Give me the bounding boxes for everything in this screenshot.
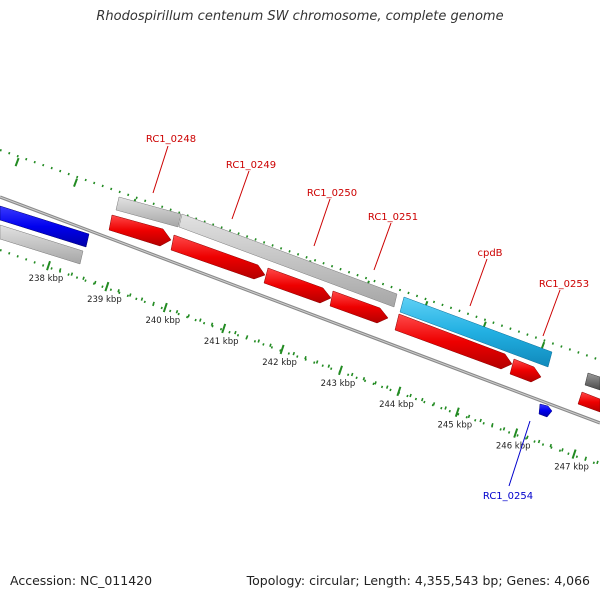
scale-minor-tick bbox=[584, 456, 588, 460]
cds-RC1_0249-0250-grey[interactable] bbox=[178, 213, 398, 308]
scale-major-tick bbox=[513, 428, 519, 438]
scale-minor-tick bbox=[129, 293, 132, 297]
scale-minor-tick bbox=[467, 414, 471, 419]
cds-cpdB-arrow[interactable] bbox=[394, 313, 513, 370]
cds-feature-blue-left[interactable] bbox=[0, 205, 90, 248]
scale-minor-tick bbox=[385, 385, 389, 389]
scale-minor-tick bbox=[421, 397, 424, 402]
scale-minor-tick bbox=[210, 322, 214, 327]
cds-RC1_0250-arrow[interactable] bbox=[263, 267, 332, 304]
scale-minor-tick bbox=[82, 276, 85, 281]
scale-minor-tick bbox=[304, 356, 307, 360]
genome-summary-text: Topology: circular; Length: 4,355,543 bp… bbox=[246, 573, 590, 588]
gene-label-cpdB[interactable]: cpdB bbox=[477, 248, 502, 259]
gene-label-RC1_0248[interactable]: RC1_0248 bbox=[146, 134, 196, 145]
scale-minor-tick bbox=[140, 297, 144, 301]
scale-minor-tick bbox=[152, 301, 155, 306]
cds-RC1_0253-arrow[interactable] bbox=[509, 358, 542, 383]
scale-minor-tick bbox=[362, 376, 366, 381]
scale-major-tick bbox=[221, 323, 227, 334]
gene-label-RC1_0250[interactable]: RC1_0250 bbox=[307, 188, 357, 199]
scale-minor-tick bbox=[327, 364, 331, 368]
scale-minor-tick bbox=[374, 381, 377, 385]
scale-minor-tick bbox=[561, 448, 564, 452]
scale-minor-tick bbox=[187, 314, 190, 318]
scale-minor-tick bbox=[245, 335, 249, 339]
cds-RC1_0254-marker[interactable] bbox=[538, 403, 553, 418]
scale-major-tick bbox=[279, 344, 285, 355]
scale-ticks: 238 kbp 239 kbp 240 kbp 241 kbp 242 kbp 243 k… bbox=[29, 260, 599, 473]
scale-minor-tick bbox=[117, 289, 120, 293]
scale-tick-label: 242 kbp bbox=[262, 358, 297, 368]
strand-backbone bbox=[0, 195, 600, 425]
outer-major-tick bbox=[73, 178, 78, 187]
scale-major-tick bbox=[396, 386, 402, 397]
scale-tick-label: 241 kbp bbox=[204, 337, 239, 347]
scale-minor-tick bbox=[479, 418, 482, 423]
cds-right-edge-arrow[interactable] bbox=[577, 391, 600, 413]
scale-minor-tick bbox=[257, 339, 260, 343]
scale-major-tick bbox=[454, 407, 460, 418]
scale-minor-tick bbox=[537, 439, 541, 444]
cds-cpdB-bar[interactable] bbox=[399, 296, 553, 368]
cds-RC1_0251-arrow[interactable] bbox=[329, 290, 389, 324]
scale-minor-tick bbox=[234, 330, 237, 335]
scale-minor-tick bbox=[269, 343, 272, 347]
cds-RC1_0249-arrow[interactable] bbox=[170, 234, 266, 280]
scale-minor-tick bbox=[292, 351, 296, 356]
scale-major-tick bbox=[162, 302, 168, 313]
cds-RC1_0248-grey[interactable] bbox=[115, 196, 182, 228]
scale-minor-tick bbox=[549, 443, 552, 448]
scale-minor-tick bbox=[432, 402, 436, 406]
gene-label-RC1_0254[interactable]: RC1_0254 bbox=[483, 491, 533, 502]
scale-major-tick bbox=[46, 260, 51, 271]
scale-tick-label: 243 kbp bbox=[321, 379, 356, 389]
gene-label-RC1_0251[interactable]: RC1_0251 bbox=[368, 212, 418, 223]
scale-minor-tick bbox=[491, 422, 494, 427]
scale-major-tick bbox=[571, 449, 577, 459]
reverse-strand-cds bbox=[115, 196, 398, 308]
outer-dotted-ring bbox=[0, 148, 600, 362]
gene-leader-lines bbox=[152, 145, 561, 487]
scale-major-tick bbox=[338, 365, 343, 376]
scale-tick-label: 246 kbp bbox=[496, 442, 531, 452]
scale-tick-label: 245 kbp bbox=[437, 421, 472, 431]
accession-text: Accession: NC_011420 bbox=[10, 573, 153, 588]
cds-feature-grey-left[interactable] bbox=[0, 224, 84, 265]
scale-minor-tick bbox=[70, 272, 74, 276]
gene-label-RC1_0253[interactable]: RC1_0253 bbox=[539, 279, 589, 290]
scale-tick-label: 238 kbp bbox=[29, 274, 64, 284]
cds-right-edge-dark[interactable] bbox=[584, 372, 600, 391]
scale-minor-tick bbox=[526, 435, 529, 440]
scale-minor-tick bbox=[596, 460, 599, 465]
outer-major-tick bbox=[14, 157, 20, 167]
scale-minor-tick bbox=[409, 393, 412, 398]
forward-strand-cds bbox=[108, 214, 600, 413]
scale-tick-label: 247 kbp bbox=[554, 463, 589, 473]
scale-tick-label: 239 kbp bbox=[87, 295, 122, 305]
scale-minor-tick bbox=[199, 318, 202, 322]
scale-minor-tick bbox=[58, 268, 62, 272]
inner-dotted-ring bbox=[0, 248, 600, 467]
gene-labels: RC1_0248 RC1_0249 RC1_0250 RC1_0251 cpdB… bbox=[146, 134, 589, 502]
scale-minor-tick bbox=[502, 427, 506, 431]
cds-RC1_0248-arrow[interactable] bbox=[108, 214, 172, 247]
scale-minor-tick bbox=[315, 360, 319, 364]
scale-tick-label: 244 kbp bbox=[379, 400, 414, 410]
scale-minor-tick bbox=[350, 372, 354, 377]
scale-major-tick bbox=[104, 281, 110, 292]
scale-minor-tick bbox=[444, 406, 447, 410]
map-title: Rhodospirillum centenum SW chromosome, c… bbox=[96, 9, 504, 24]
scale-minor-tick bbox=[93, 280, 97, 285]
gene-label-RC1_0249[interactable]: RC1_0249 bbox=[226, 160, 276, 171]
scale-minor-tick bbox=[175, 309, 179, 314]
scale-tick-label: 240 kbp bbox=[145, 316, 180, 326]
